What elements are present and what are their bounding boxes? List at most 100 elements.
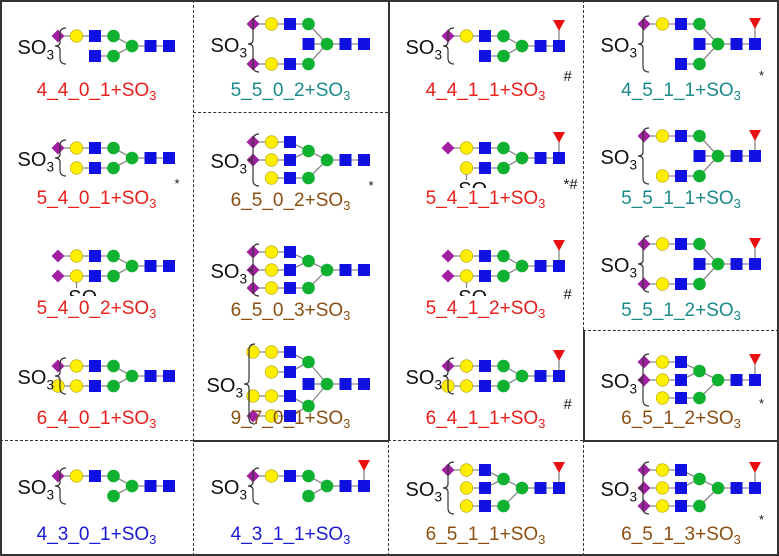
glcnac-square-icon [144, 260, 157, 272]
mannose-circle-icon [497, 269, 510, 283]
galactose-circle-icon [655, 391, 670, 405]
sulfate-label: SO3 [601, 255, 637, 281]
sialic-acid-diamond-icon [637, 129, 651, 143]
galactose-circle-icon [51, 379, 65, 393]
glcnac-square-icon [553, 40, 565, 52]
mannose-circle-icon [302, 355, 315, 369]
bracket-icon [637, 461, 650, 515]
glcnac-square-icon [89, 360, 101, 372]
glcnac-square-icon [163, 260, 175, 272]
glycan-composition-label: 6_5_1_3+SO3 [621, 524, 741, 547]
border-bottom [0, 554, 779, 556]
glcnac-square-icon [675, 58, 687, 70]
glcnac-square-icon [144, 40, 157, 52]
glycan-cell-4_5_1_1: SO3 4_5_1_1+SO3 * [583, 0, 779, 112]
fucose-triangle-icon [749, 462, 761, 473]
bracket-icon [637, 15, 650, 73]
glcnac-square-icon [730, 258, 743, 270]
mannose-circle-icon [693, 57, 706, 71]
glycan-composition-label: 5_5_1_2+SO3 [621, 300, 741, 323]
glcnac-square-icon [89, 470, 101, 482]
annotation-mark: * [759, 512, 765, 527]
glcnac-square-icon [339, 38, 352, 50]
mannose-circle-icon [693, 129, 706, 143]
sialic-acid-diamond-icon [637, 373, 651, 387]
annotation-mark: # [563, 68, 572, 85]
glcnac-square-icon [89, 250, 101, 262]
glcnac-square-icon [675, 278, 687, 290]
glcnac-square-icon [284, 172, 296, 184]
galactose-circle-icon [264, 171, 279, 185]
divider-row-bottom-left [0, 440, 193, 441]
sulfate-label: SO3 [18, 149, 54, 175]
glcnac-square-icon [675, 482, 687, 494]
glcnac-square-icon [553, 260, 565, 272]
mannose-circle-icon [302, 144, 315, 158]
galactose-circle-icon [69, 249, 84, 263]
mannose-circle-icon [125, 479, 139, 493]
bracket-icon [637, 235, 650, 293]
mannose-circle-icon [711, 37, 725, 51]
bracket-icon [247, 243, 260, 297]
sialic-acid-diamond-icon [637, 17, 651, 31]
galactose-circle-icon [655, 481, 670, 495]
annotation-mark: * [759, 68, 765, 83]
mannose-circle-icon [711, 373, 725, 387]
mannose-circle-icon [497, 472, 510, 486]
mannose-circle-icon [497, 379, 510, 393]
glcnac-square-icon [89, 50, 101, 62]
galactose-circle-icon [264, 409, 279, 423]
glcnac-square-icon [144, 370, 157, 382]
glcnac-square-icon [534, 40, 547, 52]
glycan-composition-label: 6_5_1_2+SO3 [621, 408, 741, 431]
glcnac-square-icon [479, 142, 491, 154]
mannose-circle-icon [107, 359, 120, 373]
mannose-circle-icon [320, 377, 334, 391]
divider-col3-bottom [583, 440, 584, 556]
galactose-circle-icon [264, 365, 279, 379]
glcnac-square-icon [479, 30, 491, 42]
mannose-circle-icon [302, 399, 315, 413]
glcnac-square-icon [749, 374, 761, 386]
bracket-icon [637, 127, 650, 185]
mannose-circle-icon [320, 479, 334, 493]
divider-row-col2-top [193, 112, 388, 113]
sulfate-label: SO3 [18, 367, 54, 393]
galactose-circle-icon [246, 345, 260, 359]
galactose-circle-icon [459, 249, 474, 263]
glycan-composition-label: 5_4_0_2+SO3 [36, 298, 157, 321]
glcnac-square-icon [284, 410, 296, 422]
glcnac-square-icon [89, 162, 101, 174]
galactose-circle-icon [69, 29, 84, 43]
mannose-circle-icon [497, 29, 510, 43]
mannose-circle-icon [302, 489, 315, 503]
glycan-cell-5_5_1_2: SO3 5_5_1_2+SO3 [583, 220, 779, 332]
glcnac-square-icon [534, 260, 547, 272]
glcnac-square-icon [284, 154, 296, 166]
mannose-circle-icon [320, 263, 334, 277]
galactose-circle-icon [69, 141, 84, 155]
mannose-circle-icon [302, 254, 315, 268]
sialic-acid-diamond-icon [637, 463, 651, 477]
divider-col1 [193, 0, 194, 556]
glcnac-square-icon [534, 152, 547, 164]
mannose-circle-icon [515, 259, 529, 273]
bracket-icon [247, 133, 260, 187]
glcnac-square-icon [479, 360, 491, 372]
bracket-icon [637, 353, 650, 407]
glycan-structure: SO3 [601, 127, 761, 185]
galactose-circle-icon [264, 263, 279, 277]
galactose-circle-icon [655, 17, 670, 31]
glcnac-square-icon [730, 482, 743, 494]
glcnac-square-icon [749, 150, 761, 162]
annotation-mark: * [174, 176, 180, 191]
galactose-circle-icon [69, 359, 84, 373]
divider-col2-bottom [388, 440, 389, 556]
divider-col2 [388, 0, 390, 440]
glcnac-square-icon [358, 480, 370, 492]
bracket-icon [54, 357, 67, 395]
bracket-icon [442, 461, 455, 515]
glcnac-square-icon [302, 38, 315, 50]
sulfate-label: SO3 [68, 287, 104, 296]
sialic-acid-diamond-icon [246, 409, 260, 423]
